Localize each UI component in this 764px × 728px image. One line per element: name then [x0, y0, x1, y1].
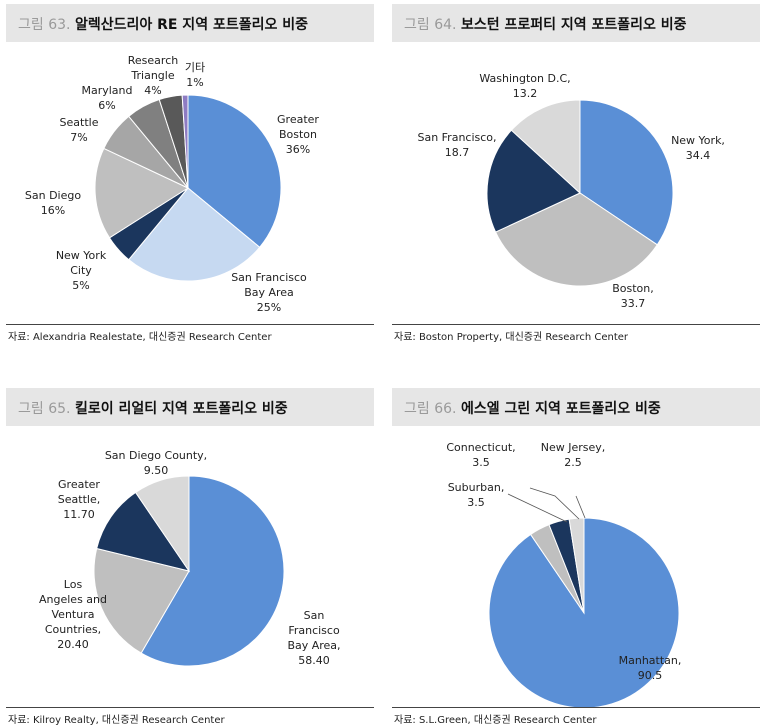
slice-label: Suburban, 3.5: [448, 481, 505, 509]
pie-slice: [486, 129, 581, 233]
slice-label: Washington D.C, 13.2: [479, 72, 570, 100]
slice-label: Maryland 6%: [81, 84, 132, 112]
pie-slice: [510, 99, 581, 195]
chart-title-bar: 그림 66. 에스엘 그린 지역 포트폴리오 비중: [392, 388, 760, 426]
slice-label: San Francisco, 18.7: [417, 131, 496, 159]
chart-panel-63: 그림 63. 알렉산드리아 RE 지역 포트폴리오 비중 Greater Bost…: [6, 4, 374, 344]
source-note: 자료: S.L.Green, 대신증권 Research Center: [394, 715, 597, 726]
pie-slice: [94, 147, 190, 239]
slice-label: New York City 5%: [56, 249, 107, 292]
pie-slice: [96, 491, 191, 572]
figure-number: 그림 64.: [404, 17, 457, 33]
leader-line: [529, 487, 580, 520]
source-divider: [6, 324, 374, 325]
source-divider: [6, 707, 374, 708]
pie-chart-kilroy: San Francisco Bay Area, 58.40 Los Angeles and…: [39, 449, 341, 667]
pie-slice: [93, 547, 190, 654]
slice-label: San Diego County, 9.50: [105, 449, 207, 477]
slice-label: Manhattan, 90.5: [619, 654, 682, 682]
pie-slice: [568, 517, 585, 614]
chart-title-bar: 그림 65. 킬로이 리얼티 지역 포트폴리오 비중: [6, 388, 374, 426]
figure-number: 그림 66.: [404, 401, 457, 417]
pie-chart-boston-property: New York, 34.4 Boston, 33.7 San Francisco, 18…: [417, 72, 725, 310]
figure-title: 에스엘 그린 지역 포트폴리오 비중: [460, 401, 661, 417]
figure-title: 알렉산드리아 RE 지역 포트폴리오 비중: [74, 17, 308, 33]
slice-label: Research Triangle 4%: [128, 54, 178, 97]
pie-slice: [134, 475, 190, 573]
leader-line: [575, 495, 586, 519]
slice-label: San Francisco Bay Area, 58.40: [287, 609, 340, 667]
source-note: 자료: Boston Property, 대신증권 Research Cente…: [394, 332, 629, 343]
figure-number: 그림 63.: [18, 17, 71, 33]
slice-label: San Francisco Bay Area 25%: [231, 271, 307, 314]
slice-label: Seattle 7%: [60, 116, 99, 144]
source-divider: [392, 324, 760, 325]
source-note: 자료: Alexandria Realestate, 대신증권 Research…: [8, 332, 272, 343]
pie-chart-alexandria: Greater Boston 36% San Francisco Bay Area 25%…: [25, 54, 320, 314]
slice-label: Connecticut, 3.5: [446, 441, 515, 469]
slice-label: Boston, 33.7: [612, 282, 654, 310]
slice-label: San Diego 16%: [25, 189, 81, 217]
slice-label: Greater Boston 36%: [277, 113, 319, 156]
slice-label: New Jersey, 2.5: [541, 441, 606, 469]
chart-title: 그림 64. 보스턴 프로퍼티 지역 포트폴리오 비중: [404, 14, 687, 34]
pie-chart-sl-green: Manhattan, 90.5 Suburban, 3.5 Connecticut, 3.…: [446, 441, 682, 708]
pie-slice: [494, 192, 658, 287]
chart-title: 그림 65. 킬로이 리얼티 지역 포트폴리오 비중: [18, 398, 288, 418]
pie-slice: [187, 94, 282, 248]
slice-label: Greater Seattle, 11.70: [58, 478, 101, 521]
chart-title: 그림 63. 알렉산드리아 RE 지역 포트폴리오 비중: [18, 14, 308, 34]
chart-title-bar: 그림 64. 보스턴 프로퍼티 지역 포트폴리오 비중: [392, 4, 760, 42]
slice-label: New York, 34.4: [671, 134, 725, 162]
chart-panel-64: 그림 64. 보스턴 프로퍼티 지역 포트폴리오 비중 New York, 34.…: [392, 4, 760, 344]
chart-title: 그림 66. 에스엘 그린 지역 포트폴리오 비중: [404, 398, 661, 418]
pie-slice: [128, 187, 261, 282]
chart-title-bar: 그림 63. 알렉산드리아 RE 지역 포트폴리오 비중: [6, 4, 374, 42]
slice-label: 기타 1%: [185, 61, 205, 89]
source-divider: [392, 707, 760, 708]
figure-number: 그림 65.: [18, 401, 71, 417]
figure-title: 보스턴 프로퍼티 지역 포트폴리오 비중: [460, 17, 687, 33]
pie-slice: [140, 475, 285, 667]
chart-panel-65: 그림 65. 킬로이 리얼티 지역 포트폴리오 비중 San Francisco B…: [6, 388, 374, 728]
leader-line: [507, 493, 568, 523]
pie-slice: [579, 99, 674, 246]
slice-label: Los Angeles and Ventura Countries, 20.40: [39, 578, 107, 651]
figure-title: 킬로이 리얼티 지역 포트폴리오 비중: [74, 401, 288, 417]
source-note: 자료: Kilroy Realty, 대신증권 Research Center: [8, 715, 225, 726]
chart-panel-66: 그림 66. 에스엘 그린 지역 포트폴리오 비중 Manhattan, 90.5…: [392, 388, 760, 728]
pie-slice: [181, 94, 189, 189]
